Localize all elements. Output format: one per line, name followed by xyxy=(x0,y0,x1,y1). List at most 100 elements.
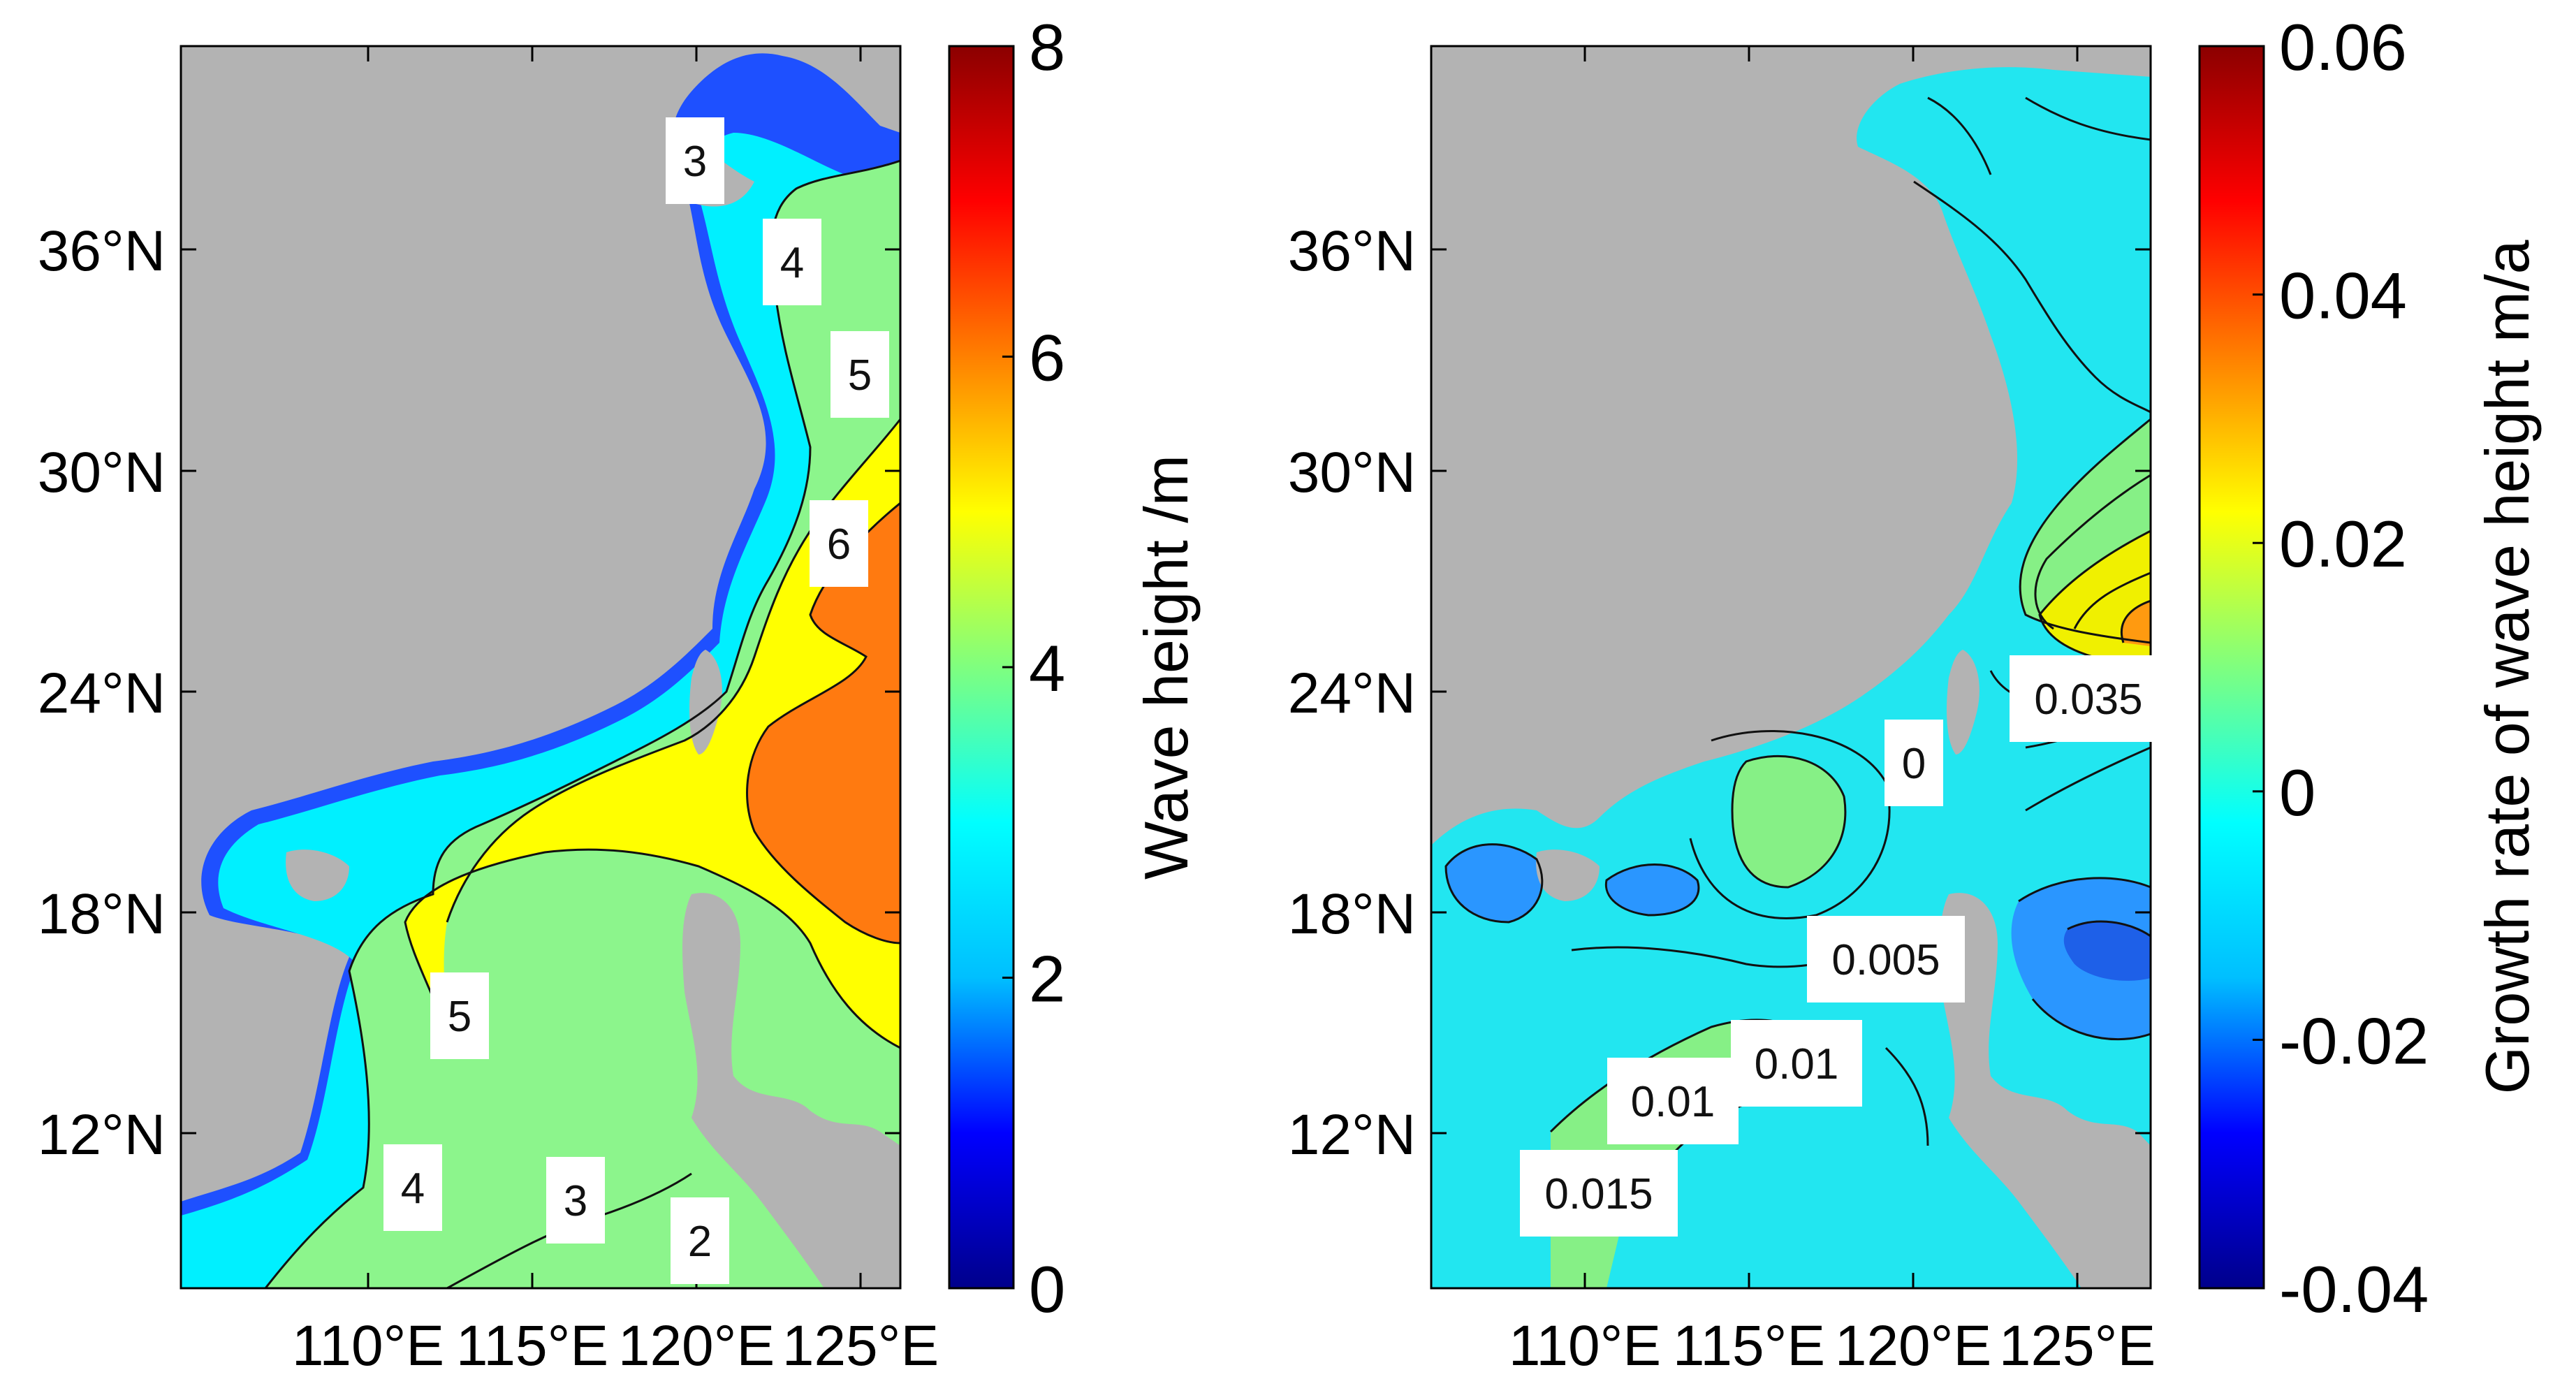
lat-tick-label: 24°N xyxy=(1288,662,1416,725)
axis-ticks-left: 36°N 30°N 24°N 18°N 12°N 110°E 115°E 120°E 125°E xyxy=(38,46,939,1378)
contour-label: 5 xyxy=(430,972,489,1059)
lon-tick-label: 115°E xyxy=(1673,1314,1825,1378)
colorbar-right-ticks: 0.06 0.04 0.02 0 -0.02 -0.04 xyxy=(2253,10,2429,1326)
lat-tick-label: 30°N xyxy=(1288,441,1416,504)
land-taiwan-right xyxy=(1947,650,1979,754)
land-philippines-right xyxy=(1940,893,2151,1288)
contour-label-box xyxy=(1807,916,1965,1002)
colorbar-tick-label: 0 xyxy=(1029,1253,1065,1326)
sea-region-green xyxy=(265,161,900,1288)
lat-tick-label: 36°N xyxy=(38,219,166,283)
colorbar-tick-label: 2 xyxy=(1029,942,1065,1016)
lat-tick-label: 12°N xyxy=(1288,1103,1416,1167)
contour-label: 5 xyxy=(830,331,889,418)
colorbar-tick-label: -0.02 xyxy=(2279,1004,2429,1077)
colorbar-tick-label: 0 xyxy=(2279,756,2315,829)
land-taiwan xyxy=(689,650,722,754)
contour-label: 0.005 xyxy=(1807,916,1965,1002)
sea-region-green-mid xyxy=(1732,756,1845,887)
contour-label-box xyxy=(671,1197,729,1284)
colorbar-tick-label: 6 xyxy=(1029,321,1065,395)
map-panel-left: 36°N 30°N 24°N 18°N 12°N 110°E 115°E 120°E 125°E… xyxy=(38,45,939,1378)
contour-label-box xyxy=(1731,1020,1862,1107)
contour-label-box xyxy=(430,972,489,1059)
contour-label-box xyxy=(810,500,868,587)
contour-label-box xyxy=(830,331,889,418)
contour-label-text: 0.01 xyxy=(1755,1040,1839,1088)
contour-label: 0.035 xyxy=(2010,655,2167,742)
sea-region-orange xyxy=(747,503,900,943)
contour-label: 3 xyxy=(546,1157,605,1244)
colorbar-right-label: Growth rate of wave height m/a xyxy=(2473,240,2542,1095)
colorbar-left: 8 6 4 2 0 Wave height /m xyxy=(948,10,1201,1326)
land-philippines xyxy=(682,893,900,1288)
contour-label-text: 4 xyxy=(780,239,804,287)
map-frame-left xyxy=(180,45,902,1290)
lon-tick-label: 110°E xyxy=(1509,1314,1661,1378)
contour-label: 0.01 xyxy=(1607,1058,1739,1144)
contour-label-text: 0 xyxy=(1902,740,1926,788)
contour-label-text: 0.035 xyxy=(2034,676,2142,724)
contour-label: 0.015 xyxy=(1520,1150,1678,1237)
lat-tick-label: 12°N xyxy=(38,1103,166,1167)
lat-tick-label: 18°N xyxy=(1288,882,1416,946)
contour-label: 2 xyxy=(671,1197,729,1284)
colorbar-tick-label: 8 xyxy=(1029,10,1065,84)
lon-tick-label: 120°E xyxy=(618,1314,775,1378)
lat-tick-label: 30°N xyxy=(38,441,166,504)
lon-tick-label: 110°E xyxy=(292,1314,444,1378)
contour-label-box xyxy=(666,117,724,204)
contour-label-text: 5 xyxy=(448,993,471,1041)
colorbar-right: 0.06 0.04 0.02 0 -0.02 -0.04 Growth rate of w… xyxy=(2198,10,2542,1326)
contour-label-text: 4 xyxy=(401,1165,425,1213)
contour-label: 3 xyxy=(666,117,724,204)
contour-label-text: 0.01 xyxy=(1631,1078,1715,1126)
contour-label-text: 3 xyxy=(683,138,707,186)
contour-label-text: 6 xyxy=(827,520,851,569)
contour-label-text: 2 xyxy=(688,1218,712,1266)
contour-labels-right: 0.035 0 0.005 0.01 0.01 0.015 xyxy=(1520,655,2167,1237)
colorbar-tick-label: 0.02 xyxy=(2279,507,2407,581)
map-panel-right: 36°N 30°N 24°N 18°N 12°N 110°E 115°E 120°E 125°E… xyxy=(1288,45,2167,1378)
sea-region-blue-east-deep xyxy=(2063,921,2151,981)
colorbar-tick-label: -0.04 xyxy=(2279,1253,2429,1326)
sea-region-orange-right xyxy=(2121,601,2151,646)
colorbar-left-label: Wave height /m xyxy=(1132,455,1201,880)
lon-tick-label: 125°E xyxy=(1999,1314,2156,1378)
contour-label-text: 0.015 xyxy=(1544,1170,1653,1218)
contour-label-text: 5 xyxy=(848,351,872,400)
contour-label: 0.01 xyxy=(1731,1020,1862,1107)
contour-label-box xyxy=(1885,720,1943,806)
lon-tick-label: 120°E xyxy=(1835,1314,1991,1378)
colorbar-tick-label: 4 xyxy=(1029,632,1065,705)
contour-label-text: 0.005 xyxy=(1831,936,1940,984)
sea-region-yellow xyxy=(405,419,900,1048)
contour-label: 0 xyxy=(1885,720,1943,806)
contour-label: 6 xyxy=(810,500,868,587)
colorbar-left-ticks: 8 6 4 2 0 xyxy=(1002,10,1065,1326)
contour-label-text: 3 xyxy=(564,1177,587,1225)
contour-label-box xyxy=(1607,1058,1739,1144)
contour-label: 4 xyxy=(763,219,821,305)
colorbar-right-bar xyxy=(2198,45,2265,1290)
axis-ticks-right: 36°N 30°N 24°N 18°N 12°N 110°E 115°E 120°E 125°E xyxy=(1288,46,2156,1378)
sea-region-blue-left xyxy=(1446,844,1542,922)
colorbar-tick-label: 0.06 xyxy=(2279,10,2407,84)
contour-labels-left: 3 4 5 6 5 4 3 2 xyxy=(383,117,889,1284)
contour-label-box xyxy=(546,1157,605,1244)
lon-tick-label: 125°E xyxy=(782,1314,939,1378)
lat-tick-label: 24°N xyxy=(38,662,166,725)
contour-label: 4 xyxy=(383,1144,442,1231)
contour-label-box xyxy=(763,219,821,305)
contour-label-box xyxy=(383,1144,442,1231)
sea-region-blue-mid xyxy=(1606,864,1699,915)
lat-tick-label: 36°N xyxy=(1288,219,1416,283)
lon-tick-label: 115°E xyxy=(456,1314,608,1378)
contour-label-box xyxy=(1520,1150,1678,1237)
land-hainan-right xyxy=(1536,850,1600,901)
lat-tick-label: 18°N xyxy=(38,882,166,946)
land-hainan xyxy=(286,850,349,901)
colorbar-tick-label: 0.04 xyxy=(2279,259,2407,333)
contour-label-box xyxy=(2010,655,2167,742)
